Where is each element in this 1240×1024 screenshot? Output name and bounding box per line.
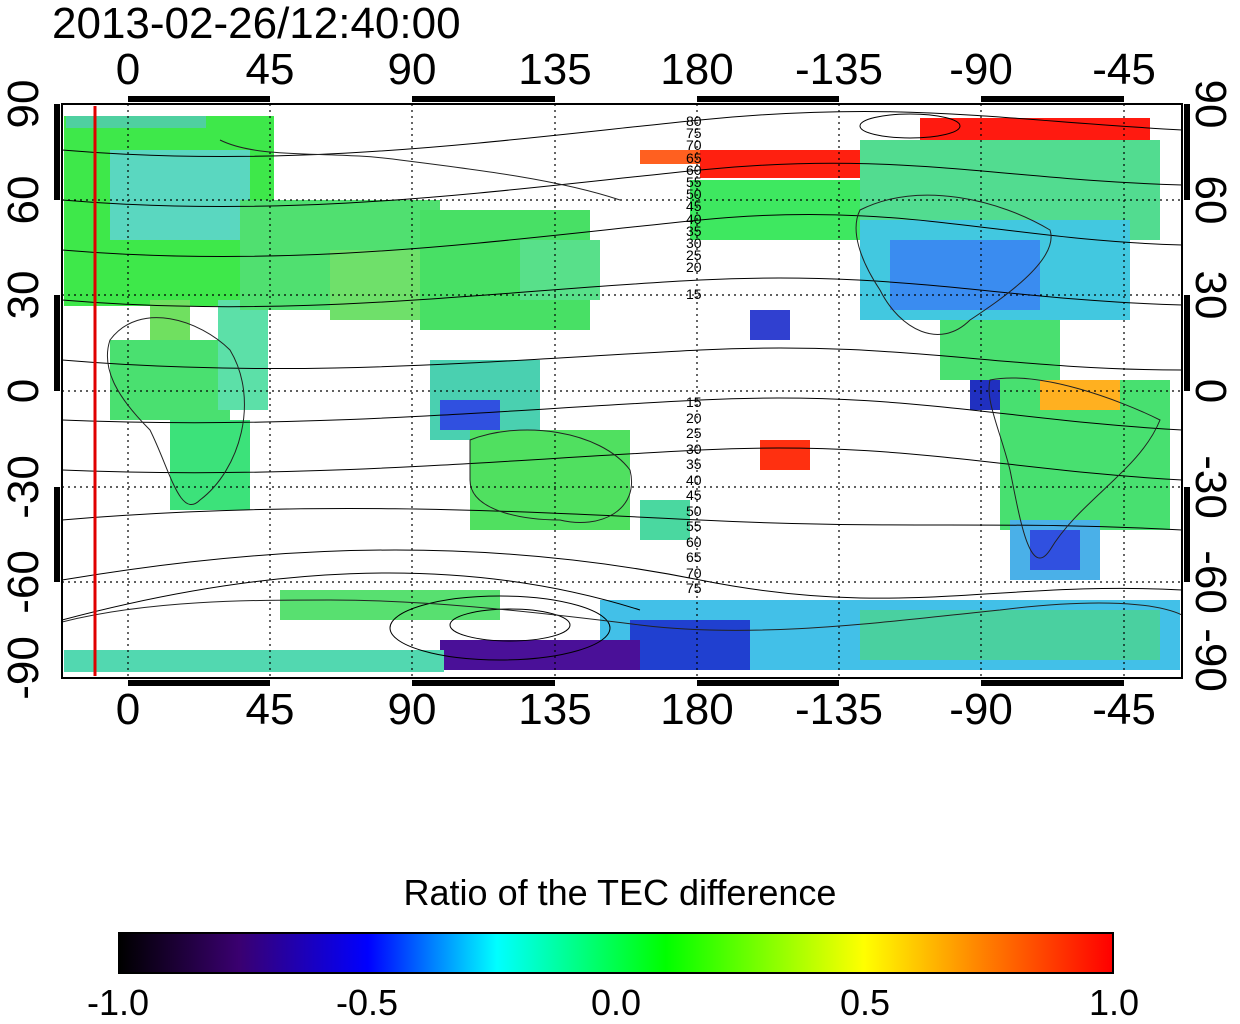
tec-patches bbox=[64, 116, 1180, 672]
lat-tick-left: -30 bbox=[0, 455, 48, 519]
lon-tick-top: 45 bbox=[245, 45, 295, 94]
contour-label: 45 bbox=[686, 198, 702, 215]
contour-label: 30 bbox=[686, 235, 702, 252]
colorbar-label: 0.0 bbox=[590, 982, 642, 1023]
contour-label: 75 bbox=[686, 580, 702, 596]
lon-tick-bottom: 180 bbox=[660, 685, 734, 734]
contour-label: 35 bbox=[686, 456, 702, 472]
lat-tick-right: -30 bbox=[1186, 455, 1235, 519]
axis-tick-bars bbox=[54, 96, 1190, 686]
lat-tick-left: 30 bbox=[0, 270, 48, 320]
lat-tick-right: -90 bbox=[1186, 628, 1235, 692]
contour-label: 35 bbox=[686, 222, 702, 239]
lon-tick-bottom: -135 bbox=[794, 685, 884, 734]
colorbar-label: -0.5 bbox=[335, 982, 399, 1023]
contour-label: 60 bbox=[686, 161, 702, 178]
lon-tick-top: -90 bbox=[949, 45, 1013, 94]
lat-tick-left: 60 bbox=[0, 175, 48, 225]
lon-tick-top: 0 bbox=[115, 45, 141, 94]
contour-label: 65 bbox=[686, 549, 702, 565]
lat-tick-left: 0 bbox=[0, 378, 48, 404]
contour-label: 20 bbox=[686, 409, 702, 426]
contour-label: 45 bbox=[686, 487, 702, 503]
lon-tick-bottom: 90 bbox=[387, 685, 437, 734]
lat-tick-left: 90 bbox=[0, 79, 48, 129]
lon-tick-top: 135 bbox=[518, 45, 592, 94]
tec-map bbox=[54, 96, 1190, 686]
lat-tick-left: -90 bbox=[0, 636, 48, 700]
lat-tick-right: 60 bbox=[1186, 175, 1235, 225]
map-frame bbox=[61, 103, 1183, 679]
lon-tick-bottom: -90 bbox=[949, 685, 1013, 734]
coastlines bbox=[62, 139, 1182, 631]
contour-label: 25 bbox=[686, 247, 702, 264]
contour-label: 60 bbox=[686, 533, 702, 550]
contour-label: 15 bbox=[686, 394, 702, 410]
lon-tick-top: -45 bbox=[1092, 45, 1156, 94]
map-timestamp-title: 2013-02-26/12:40:00 bbox=[52, 0, 461, 48]
contour-labels-south: 15 20 25 30 35 40 45 50 55 60 65 70 75 bbox=[686, 394, 702, 597]
contour-label: 30 bbox=[686, 440, 702, 457]
lon-tick-top: 90 bbox=[387, 45, 437, 94]
colorbar-title: Ratio of the TEC difference bbox=[403, 872, 837, 913]
lon-tick-bottom: 0 bbox=[115, 685, 141, 734]
lon-tick-bottom: -45 bbox=[1092, 685, 1156, 734]
contour-label: 65 bbox=[686, 149, 702, 166]
contour-label: 40 bbox=[686, 210, 702, 227]
lat-tick-right: 90 bbox=[1186, 79, 1235, 129]
lat-tick-right: 0 bbox=[1186, 378, 1235, 404]
contour-label: 50 bbox=[686, 502, 702, 519]
contour-label: 80 bbox=[686, 113, 702, 129]
contour-label: 75 bbox=[686, 125, 702, 142]
lon-tick-bottom: 135 bbox=[518, 685, 592, 734]
colorbar-label: 1.0 bbox=[1088, 982, 1140, 1023]
contour-label: 20 bbox=[686, 259, 702, 276]
lon-tick-top: -135 bbox=[794, 45, 884, 94]
lat-tick-left: -60 bbox=[0, 550, 48, 614]
colorbar bbox=[118, 932, 1114, 974]
colorbar-label: 0.5 bbox=[839, 982, 891, 1023]
contour-label: 55 bbox=[686, 518, 702, 534]
contour-labels-north: 80 75 70 65 60 55 50 45 40 35 30 25 20 1… bbox=[686, 113, 702, 302]
contour-label: 70 bbox=[686, 564, 702, 581]
contour-label: 55 bbox=[686, 174, 702, 191]
lon-tick-top: 180 bbox=[660, 45, 734, 94]
contour-label: 15 bbox=[686, 285, 702, 302]
colorbar-label: -1.0 bbox=[86, 982, 150, 1023]
lat-tick-right: -60 bbox=[1186, 550, 1235, 614]
contour-label: 40 bbox=[686, 471, 702, 488]
contour-label: 50 bbox=[686, 186, 702, 203]
lon-tick-bottom: 45 bbox=[245, 685, 295, 734]
contour-label: 25 bbox=[686, 425, 702, 441]
lat-tick-right: 30 bbox=[1186, 270, 1235, 320]
contour-label: 70 bbox=[686, 137, 702, 154]
magnetic-contours bbox=[62, 110, 1182, 661]
